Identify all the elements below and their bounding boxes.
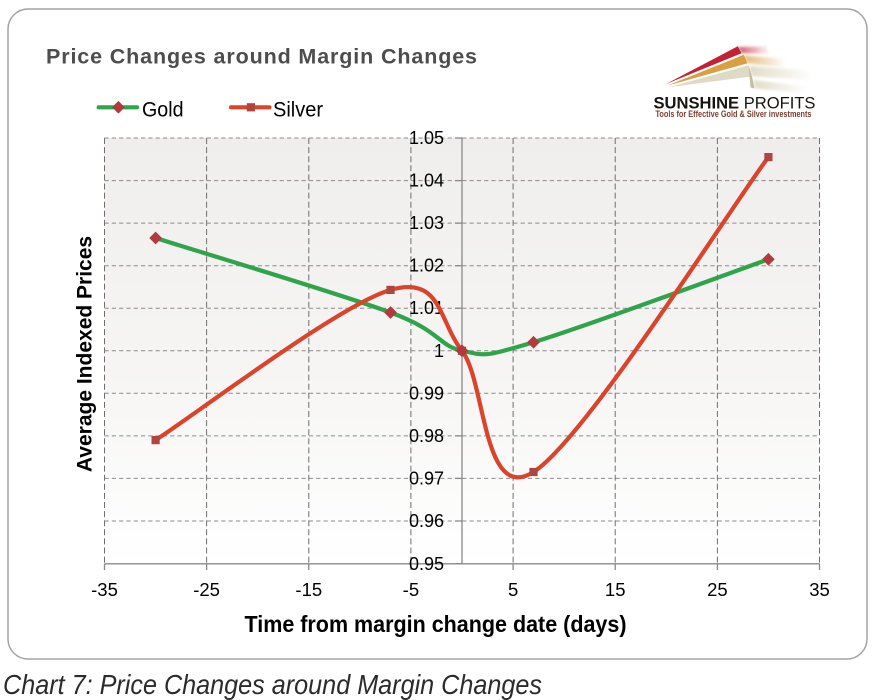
svg-text:Price Changes around Margin Ch: Price Changes around Margin Changes	[46, 45, 477, 69]
svg-text:Silver: Silver	[273, 98, 323, 122]
svg-text:-15: -15	[295, 579, 322, 600]
svg-text:35: 35	[809, 579, 830, 600]
svg-text:-25: -25	[193, 579, 220, 600]
svg-text:0.98: 0.98	[409, 426, 444, 446]
svg-text:0.97: 0.97	[409, 468, 444, 488]
svg-text:-5: -5	[403, 579, 419, 600]
svg-text:Average Indexed Prices: Average Indexed Prices	[74, 236, 97, 472]
svg-text:1.03: 1.03	[409, 213, 444, 233]
svg-text:15: 15	[605, 579, 626, 600]
svg-text:Tools for Effective Gold & Sil: Tools for Effective Gold & Silver invest…	[656, 109, 812, 120]
svg-text:Time from margin change date (: Time from margin change date (days)	[245, 611, 627, 637]
svg-text:0.96: 0.96	[409, 511, 444, 531]
svg-text:SUNSHINE PROFITS: SUNSHINE PROFITS	[654, 94, 816, 112]
svg-text:0.95: 0.95	[409, 554, 444, 574]
svg-text:1.05: 1.05	[409, 128, 444, 148]
svg-text:Chart 7: Price Changes around: Chart 7: Price Changes around Margin Cha…	[3, 669, 542, 700]
svg-text:0.99: 0.99	[409, 383, 444, 403]
svg-text:5: 5	[508, 579, 518, 600]
svg-text:-35: -35	[91, 579, 118, 600]
svg-text:1: 1	[434, 341, 444, 361]
svg-text:1.04: 1.04	[409, 171, 444, 191]
svg-text:1.02: 1.02	[409, 256, 444, 276]
svg-text:25: 25	[707, 579, 728, 600]
svg-text:Gold: Gold	[142, 98, 184, 122]
